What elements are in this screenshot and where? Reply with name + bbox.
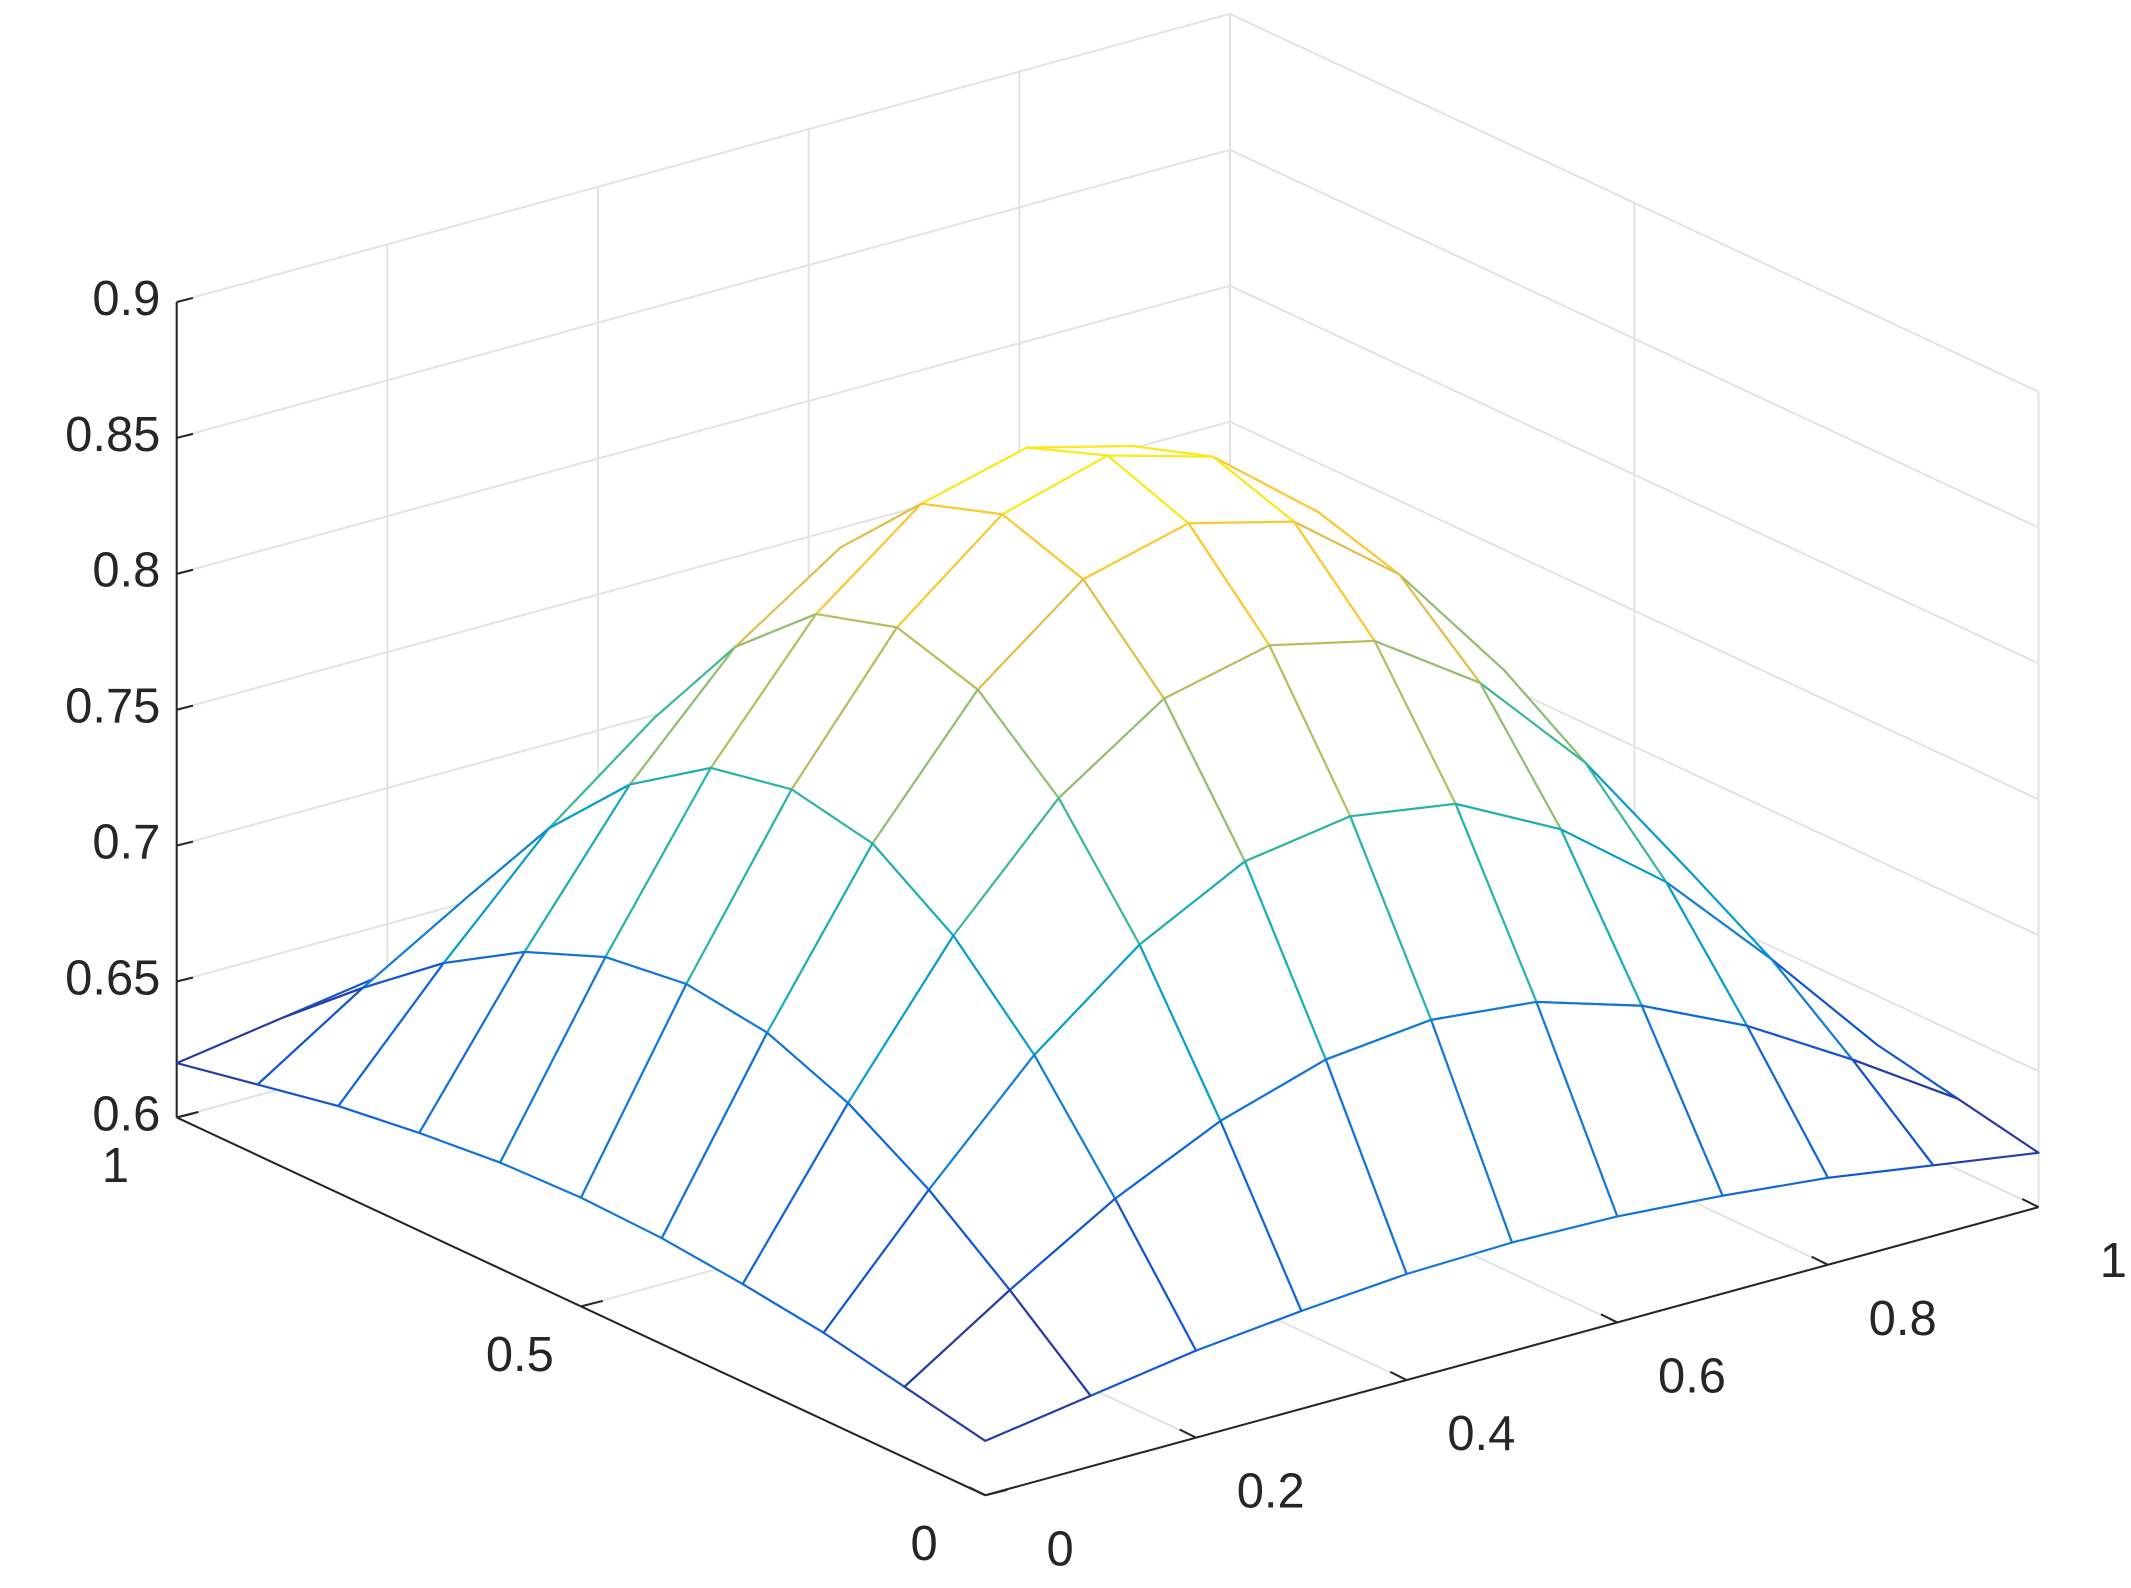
y-tick	[580, 1299, 603, 1308]
grid-line	[1229, 420, 2040, 801]
grid-line	[1229, 284, 2040, 665]
x-tick	[968, 1486, 986, 1497]
x-tick	[1389, 1370, 1408, 1381]
x-tick	[2021, 1198, 2040, 1209]
z-tick-label: 0.85	[65, 408, 160, 462]
x-axis	[985, 1206, 2039, 1497]
x-tick-label: 0	[1046, 1522, 1073, 1576]
z-tick-label: 0.75	[65, 680, 160, 734]
x-tick-label: 1	[2100, 1234, 2127, 1288]
z-tick	[176, 976, 194, 983]
x-tick	[1600, 1313, 1618, 1324]
z-tick-label: 0.65	[65, 951, 160, 1005]
z-tick	[176, 296, 194, 304]
z-tick-label: 0.6	[92, 1087, 160, 1141]
z-tick-label: 0.9	[92, 272, 160, 326]
x-tick-label: 0.4	[1447, 1407, 1515, 1461]
x-tick-label: 0.8	[1869, 1292, 1937, 1346]
y-tick-label: 1	[102, 1139, 129, 1193]
grid-line	[1229, 148, 2040, 529]
x-tick-label: 0.6	[1658, 1349, 1726, 1403]
z-tick-label: 0.7	[92, 816, 160, 870]
x-tick-label: 0.2	[1237, 1465, 1305, 1519]
y-tick	[176, 1111, 199, 1119]
grid-line	[176, 284, 1231, 575]
grid-line	[176, 148, 1231, 439]
grid-line	[1229, 12, 2040, 393]
z-tick-label: 0.8	[92, 544, 160, 598]
mesh-cell	[903, 1288, 1092, 1442]
z-tick	[176, 568, 194, 575]
grid-line	[176, 12, 1231, 304]
z-tick	[176, 432, 194, 439]
x-tick	[1179, 1428, 1197, 1439]
z-tick	[176, 704, 194, 711]
z-tick	[176, 840, 194, 847]
y-tick	[985, 1488, 1008, 1497]
y-tick-label: 0.5	[486, 1328, 554, 1382]
x-tick	[1811, 1255, 1829, 1266]
y-tick-label: 0	[911, 1517, 938, 1571]
